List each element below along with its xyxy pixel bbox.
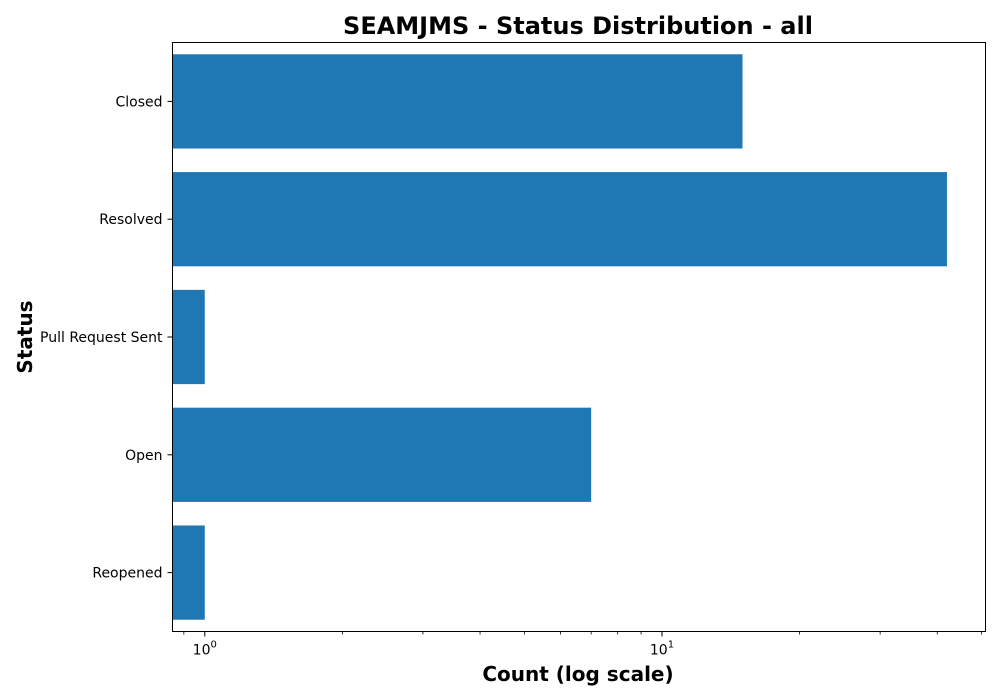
y-tick-label: Pull Request Sent (40, 330, 163, 346)
bar-closed (172, 54, 743, 149)
x-axis-label: Count (log scale) (482, 662, 673, 686)
bar-pull-request-sent (172, 289, 205, 385)
chart-title: SEAMJMS - Status Distribution - all (343, 12, 813, 40)
y-ticks-group: Closed Resolved Pull Request Sent Open Reope… (40, 94, 173, 582)
y-axis-label: Status (13, 300, 37, 373)
plot-frame (172, 42, 986, 632)
x-tick-label: 100 (193, 640, 217, 659)
x-ticks-group: 100 101 (183, 631, 982, 659)
y-tick-label: Closed (115, 94, 162, 110)
bar-resolved (172, 172, 947, 267)
x-tick-label: 101 (650, 640, 674, 659)
bars-group (172, 54, 947, 620)
y-tick-label: Resolved (99, 212, 162, 228)
bar-reopened (172, 525, 205, 620)
y-tick-label: Reopened (92, 566, 162, 582)
y-tick-label: Open (125, 448, 162, 464)
bar-open (172, 407, 592, 502)
